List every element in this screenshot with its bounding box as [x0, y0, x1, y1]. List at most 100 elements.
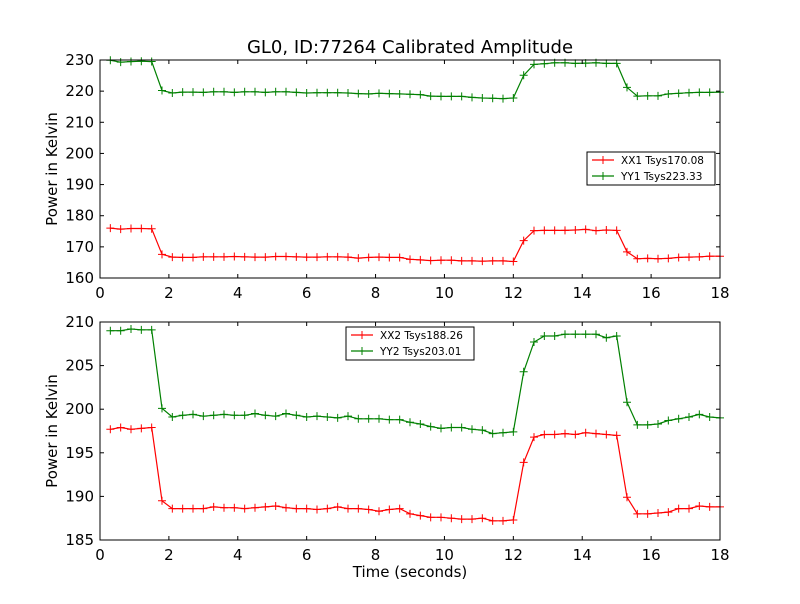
data-point [437, 513, 445, 522]
data-point [447, 256, 456, 265]
legend: XX2 Tsys188.26 YY2 Tsys203.01 [345, 326, 475, 361]
data-point [116, 225, 125, 234]
legend-marker [358, 331, 366, 339]
data-point [230, 88, 239, 97]
data-point [654, 508, 662, 517]
data-point [426, 256, 435, 265]
series-2 [106, 56, 724, 103]
y-tick-label: 200 [65, 400, 94, 418]
data-point [271, 252, 280, 261]
data-point [116, 58, 125, 67]
data-point [561, 429, 569, 438]
data-point [643, 420, 652, 429]
data-point [354, 254, 363, 263]
y-tick-label: 185 [65, 531, 94, 549]
data-point [519, 367, 528, 376]
data-point [344, 89, 352, 98]
data-point [406, 255, 414, 264]
data-point [654, 254, 662, 263]
data-point [375, 89, 383, 98]
data-point [395, 415, 404, 424]
data-point [623, 247, 631, 256]
data-point [127, 224, 135, 233]
data-point [282, 252, 290, 261]
data-point [468, 256, 476, 265]
data-point [592, 330, 600, 339]
data-point [437, 424, 445, 433]
data-point [147, 423, 156, 432]
data-point [602, 430, 611, 439]
data-point [623, 398, 631, 407]
data-point [416, 90, 425, 99]
data-point [251, 503, 259, 512]
data-point [127, 57, 135, 66]
x-tick-label: 8 [371, 284, 381, 302]
x-tick-label: 2 [164, 284, 174, 302]
data-point [664, 254, 673, 263]
data-point [478, 93, 487, 102]
data-point [271, 501, 280, 510]
bottom-plot: 0 2 4 6 8 10 12 14 16 18 185 190 195 200 205 210 Power i… [43, 313, 730, 581]
data-point [612, 431, 621, 440]
data-point [550, 430, 559, 439]
data-point [674, 414, 683, 423]
data-point [385, 415, 394, 424]
data-point [364, 253, 373, 262]
data-point [509, 93, 518, 102]
data-point [488, 94, 497, 103]
data-point [437, 92, 445, 101]
data-point [509, 427, 518, 436]
data-point [333, 88, 342, 97]
data-point [437, 256, 445, 265]
data-point [106, 224, 115, 233]
y-tick-label: 230 [65, 51, 94, 69]
data-point [178, 411, 187, 420]
data-point [240, 252, 249, 261]
x-tick-label: 4 [233, 546, 243, 564]
data-point [220, 503, 228, 512]
data-point [633, 254, 642, 263]
data-point [230, 503, 239, 512]
top-plot: 0 2 4 6 8 10 12 14 16 18 160 170 180 190 200 210 220 230 P… [43, 51, 730, 302]
data-point [530, 338, 538, 347]
data-point [137, 424, 146, 433]
data-point [674, 89, 683, 98]
data-point [209, 502, 218, 511]
data-point [447, 92, 456, 101]
data-point [158, 250, 166, 259]
data-point [664, 508, 673, 517]
data-point [292, 88, 301, 97]
data-point [519, 236, 528, 245]
data-point [488, 516, 497, 525]
data-point [189, 410, 197, 419]
data-point [189, 88, 197, 97]
data-point [592, 429, 600, 438]
data-point [116, 326, 125, 335]
data-point [612, 331, 621, 340]
x-tick-label: 12 [504, 284, 523, 302]
data-point [364, 414, 373, 423]
data-point [602, 226, 611, 235]
data-point [313, 88, 321, 97]
data-point [499, 428, 507, 437]
data-point [302, 504, 311, 513]
data-point [664, 416, 673, 425]
data-point [261, 411, 270, 420]
data-point [395, 89, 404, 98]
data-point [633, 509, 642, 518]
data-point [344, 504, 352, 513]
data-point [633, 92, 642, 101]
legend: XX1 Tsys170.08 YY1 Tsys223.33 [586, 151, 716, 186]
data-point [220, 87, 228, 96]
data-point [354, 89, 363, 98]
data-point [261, 88, 270, 97]
data-point [220, 252, 228, 261]
data-point [282, 87, 290, 96]
data-point [499, 94, 507, 103]
data-point [333, 502, 342, 511]
data-point [643, 254, 652, 263]
data-point [158, 86, 166, 95]
data-point [643, 509, 652, 518]
y-tick-label: 195 [65, 444, 94, 462]
data-point [302, 253, 311, 262]
